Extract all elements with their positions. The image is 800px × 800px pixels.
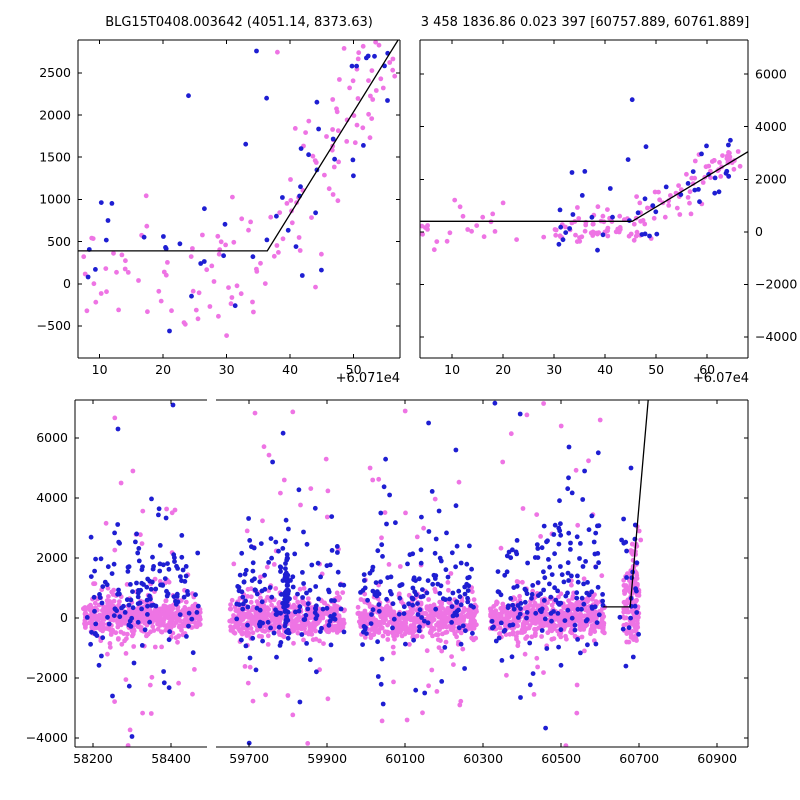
x-tick-label: 40 bbox=[597, 362, 613, 377]
x-tick-label: 59700 bbox=[229, 751, 269, 766]
x-tick-label: 58200 bbox=[73, 751, 113, 766]
y-tick-label: −4000 bbox=[755, 329, 797, 344]
series-blue bbox=[556, 97, 733, 253]
y-tick-label: 6000 bbox=[36, 430, 68, 445]
model-fit-line bbox=[78, 40, 399, 252]
series-blue bbox=[234, 400, 641, 746]
x-tick-label: 60900 bbox=[697, 751, 737, 766]
y-tick-label: 500 bbox=[47, 234, 71, 249]
axes-background bbox=[78, 40, 400, 358]
scatter-points-bottom-right bbox=[227, 400, 644, 747]
y-tick-label: 2500 bbox=[39, 65, 71, 80]
axes-background bbox=[420, 40, 748, 358]
x-tick-label: 10 bbox=[92, 362, 108, 377]
scatter-points-bottom-left bbox=[81, 402, 203, 747]
y-tick-label: 1000 bbox=[39, 192, 71, 207]
x-tick-label: 60300 bbox=[463, 751, 503, 766]
series-violet bbox=[420, 149, 743, 253]
series-blue bbox=[85, 48, 391, 334]
y-tick-label: 2000 bbox=[755, 171, 787, 186]
x-tick-label: 20 bbox=[155, 362, 171, 377]
x-tick-label: 30 bbox=[546, 362, 562, 377]
y-tick-label: 4000 bbox=[36, 490, 68, 505]
y-tick-label: 4000 bbox=[755, 119, 787, 134]
model-fit-line bbox=[603, 400, 649, 608]
top-right-xaxis-offset-label: +6.07e4 bbox=[692, 371, 749, 386]
y-tick-label: 2000 bbox=[39, 107, 71, 122]
y-tick-label: 0 bbox=[755, 224, 763, 239]
y-tick-label: 0 bbox=[60, 610, 68, 625]
axes-background bbox=[75, 400, 207, 747]
y-tick-label: −4000 bbox=[26, 730, 68, 745]
x-tick-label: 50 bbox=[346, 362, 362, 377]
top-left-xaxis-offset-label: +6.071e4 bbox=[335, 371, 400, 386]
panel-bottom-right: 59700 59900 60100 60300 60500 60700 60900 bbox=[216, 399, 749, 766]
scatter-points-top-left bbox=[81, 40, 398, 338]
x-tick-label: 60700 bbox=[619, 751, 659, 766]
x-tick-label: 50 bbox=[648, 362, 664, 377]
panel-top-right: 10 20 30 40 50 60 −4000 −2000 0 2000 4000 6000 bbox=[419, 39, 797, 377]
scatter-points-top-right bbox=[420, 97, 743, 253]
y-tick-label: 0 bbox=[63, 276, 71, 291]
x-tick-label: 30 bbox=[219, 362, 235, 377]
top-right-panel-title: 3 458 1836.86 0.023 397 [60757.889, 6076… bbox=[420, 15, 750, 30]
y-tick-label: 2000 bbox=[36, 550, 68, 565]
y-tick-label: 6000 bbox=[755, 66, 787, 81]
panel-bottom-left: 58200 58400 −4000 −2000 0 2000 4000 6000 bbox=[26, 399, 207, 766]
series-blue bbox=[84, 402, 201, 739]
y-tick-label: −2000 bbox=[26, 670, 68, 685]
x-tick-label: 58400 bbox=[151, 751, 191, 766]
x-tick-label: 60500 bbox=[541, 751, 581, 766]
model-fit-line bbox=[420, 151, 748, 222]
y-tick-label: −2000 bbox=[755, 277, 797, 292]
x-tick-label: 60 bbox=[699, 362, 715, 377]
y-tick-label: −500 bbox=[37, 318, 71, 333]
x-tick-label: 40 bbox=[282, 362, 298, 377]
x-tick-label: 10 bbox=[444, 362, 460, 377]
x-tick-label: 59900 bbox=[307, 751, 347, 766]
y-tick-label: 1500 bbox=[39, 149, 71, 164]
axes-background bbox=[216, 400, 748, 747]
top-left-panel-title: BLG15T0408.003642 (4051.14, 8373.63) bbox=[105, 15, 373, 30]
panel-top-left: 10 20 30 40 50 −500 0 500 1000 1500 2000 2500 bbox=[37, 39, 401, 377]
x-tick-label: 60100 bbox=[385, 751, 425, 766]
x-tick-label: 20 bbox=[495, 362, 511, 377]
